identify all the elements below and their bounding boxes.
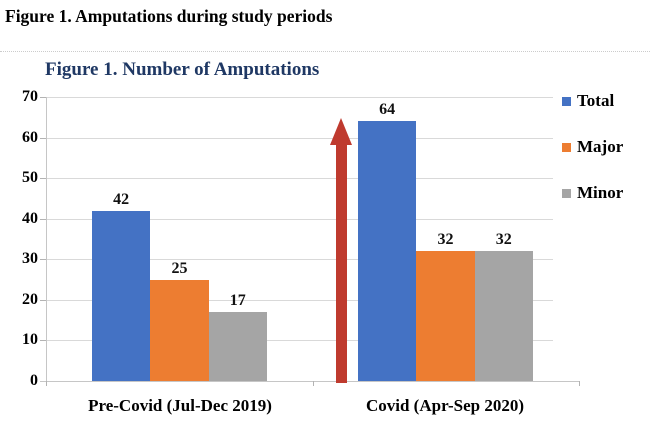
y-tick bbox=[40, 340, 46, 342]
bar-value-label: 42 bbox=[113, 190, 130, 208]
minor-bar bbox=[474, 251, 533, 381]
y-gridline bbox=[46, 137, 553, 139]
y-axis-label: 10 bbox=[22, 331, 38, 349]
legend-label: Major bbox=[577, 137, 624, 156]
major-bar bbox=[150, 279, 209, 381]
y-tick bbox=[40, 218, 46, 220]
legend-swatch-major-icon bbox=[562, 142, 571, 152]
y-gridline bbox=[46, 299, 553, 301]
y-axis-line bbox=[46, 97, 47, 381]
y-tick bbox=[40, 97, 46, 98]
y-tick bbox=[40, 178, 46, 180]
y-axis-label: 30 bbox=[22, 250, 38, 268]
document-figure-caption: Figure 1. Amputations during study perio… bbox=[5, 6, 333, 26]
x-tick bbox=[579, 381, 580, 386]
y-axis-label: 50 bbox=[22, 169, 38, 187]
y-axis-label: 70 bbox=[22, 88, 38, 105]
total-bar bbox=[358, 121, 417, 381]
bar-value-label: 32 bbox=[437, 231, 454, 249]
y-gridline bbox=[46, 259, 553, 261]
y-tick bbox=[40, 299, 46, 301]
bar-value-label: 17 bbox=[229, 292, 246, 310]
legend-swatch-total-icon bbox=[562, 96, 571, 106]
y-axis-label: 40 bbox=[22, 209, 38, 227]
y-tick bbox=[40, 259, 46, 261]
increase-arrow-stem bbox=[336, 144, 347, 383]
y-gridline bbox=[46, 340, 553, 342]
y-tick bbox=[40, 137, 46, 139]
bar-value-label: 25 bbox=[171, 259, 188, 277]
legend-item-total: Total bbox=[562, 92, 614, 110]
y-gridline bbox=[46, 178, 553, 180]
y-axis-label: 0 bbox=[30, 372, 38, 389]
y-axis-label: 20 bbox=[22, 290, 38, 308]
legend-item-minor: Minor bbox=[562, 184, 623, 202]
major-bar bbox=[416, 251, 475, 381]
y-axis-label: 60 bbox=[22, 128, 38, 146]
legend-swatch-minor-icon bbox=[562, 188, 571, 198]
legend-label: Minor bbox=[577, 183, 624, 202]
minor-bar bbox=[208, 312, 267, 381]
chart-title: Figure 1. Number of Amputations bbox=[45, 59, 320, 80]
bar-value-label: 32 bbox=[495, 231, 512, 249]
total-bar bbox=[92, 210, 151, 381]
x-tick bbox=[46, 381, 47, 386]
y-gridline bbox=[46, 218, 553, 220]
legend-item-major: Major bbox=[562, 138, 623, 156]
legend-label: Total bbox=[577, 91, 615, 110]
x-axis-category-label: Covid (Apr-Sep 2020) bbox=[365, 396, 525, 415]
increase-arrow-head bbox=[330, 118, 352, 145]
x-axis-line bbox=[40, 381, 579, 382]
dotted-divider bbox=[0, 51, 650, 52]
x-tick bbox=[313, 381, 314, 386]
bar-value-label: 64 bbox=[379, 101, 396, 119]
y-gridline bbox=[46, 97, 553, 98]
x-axis-category-label: Pre-Covid (Jul-Dec 2019) bbox=[88, 396, 272, 415]
